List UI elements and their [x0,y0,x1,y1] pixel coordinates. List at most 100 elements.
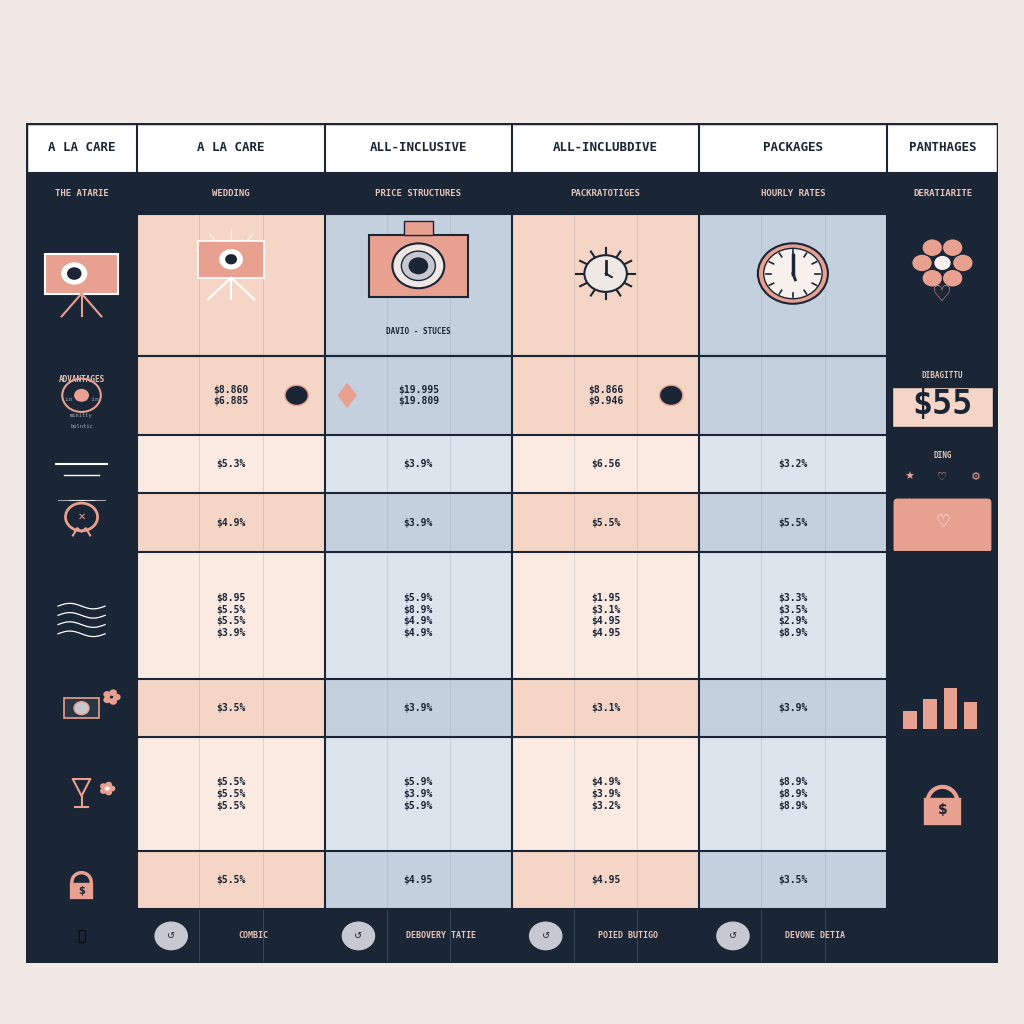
Circle shape [225,254,238,264]
Text: $3.1%: $3.1% [591,703,621,713]
Text: ↺: ↺ [167,931,175,941]
FancyBboxPatch shape [512,909,699,963]
FancyBboxPatch shape [325,173,512,214]
Text: $6.56: $6.56 [591,459,621,469]
FancyBboxPatch shape [699,435,887,494]
FancyBboxPatch shape [887,123,998,173]
Text: DEVONE DETIA: DEVONE DETIA [785,932,846,940]
Circle shape [218,249,244,270]
Text: minitty: minitty [71,413,93,418]
Text: DEBOVERY TATIE: DEBOVERY TATIE [406,932,476,940]
Circle shape [110,689,117,696]
FancyBboxPatch shape [512,435,699,494]
Circle shape [392,244,444,288]
FancyBboxPatch shape [887,851,998,909]
Text: ↺: ↺ [729,931,737,941]
FancyBboxPatch shape [137,909,325,963]
FancyBboxPatch shape [325,552,512,679]
Text: $8.95
$5.5%
$5.5%
$3.9%: $8.95 $5.5% $5.5% $3.9% [216,593,246,638]
FancyBboxPatch shape [699,355,887,435]
FancyBboxPatch shape [699,552,887,679]
Text: $5.3%: $5.3% [216,459,246,469]
Circle shape [934,256,950,270]
FancyBboxPatch shape [924,699,937,729]
Circle shape [952,254,973,271]
Circle shape [401,251,435,281]
Text: $3.5%: $3.5% [778,876,808,885]
Circle shape [285,385,308,406]
Text: bulntic: bulntic [71,425,93,429]
Text: $3.9%: $3.9% [778,703,808,713]
Text: ♡: ♡ [937,472,947,482]
FancyBboxPatch shape [137,123,325,173]
FancyBboxPatch shape [137,679,325,737]
FancyBboxPatch shape [325,214,512,355]
FancyBboxPatch shape [26,214,137,355]
Circle shape [103,696,111,703]
Circle shape [100,783,106,790]
Text: $19.995
$19.809: $19.995 $19.809 [397,385,439,407]
FancyBboxPatch shape [45,254,118,294]
Text: DAVIO - STUCES: DAVIO - STUCES [386,328,451,336]
FancyBboxPatch shape [137,737,325,851]
FancyBboxPatch shape [699,214,887,355]
FancyBboxPatch shape [512,494,699,552]
FancyBboxPatch shape [26,679,137,737]
FancyBboxPatch shape [512,214,699,355]
FancyBboxPatch shape [137,851,325,909]
FancyBboxPatch shape [887,435,998,494]
Circle shape [716,921,751,951]
Circle shape [110,698,117,705]
Text: $5.9%
$3.9%
$5.9%: $5.9% $3.9% $5.9% [403,777,433,811]
Text: $4.95: $4.95 [591,876,621,885]
FancyBboxPatch shape [887,173,998,214]
FancyBboxPatch shape [964,702,977,729]
FancyBboxPatch shape [26,123,137,173]
Circle shape [942,269,963,287]
FancyBboxPatch shape [325,909,512,963]
FancyBboxPatch shape [137,214,325,355]
FancyBboxPatch shape [512,851,699,909]
Circle shape [409,257,428,274]
FancyBboxPatch shape [512,123,699,173]
Circle shape [659,385,683,406]
Text: $3.5%: $3.5% [216,703,246,713]
Text: ★: ★ [904,472,913,482]
FancyBboxPatch shape [512,355,699,435]
Text: ALL-INCLUSIVE: ALL-INCLUSIVE [370,141,467,155]
FancyBboxPatch shape [325,737,512,851]
Circle shape [104,786,110,791]
FancyBboxPatch shape [893,498,992,553]
Circle shape [74,389,89,401]
Text: A LA CARE: A LA CARE [198,141,265,155]
Text: PRICE STRUCTURES: PRICE STRUCTURES [376,188,462,198]
Text: ⚙: ⚙ [971,472,981,482]
Circle shape [60,261,88,286]
FancyBboxPatch shape [887,737,998,851]
Text: $5.5%: $5.5% [216,876,246,885]
Text: $8.860
$6.885: $8.860 $6.885 [213,385,249,407]
FancyBboxPatch shape [512,173,699,214]
FancyBboxPatch shape [887,494,998,552]
Circle shape [67,267,82,280]
Text: $: $ [78,886,85,896]
FancyBboxPatch shape [699,173,887,214]
FancyBboxPatch shape [699,679,887,737]
FancyBboxPatch shape [137,355,325,435]
Text: DERATIARITE: DERATIARITE [913,188,972,198]
FancyBboxPatch shape [943,688,957,729]
Text: in out in: in out in [65,396,98,401]
Circle shape [100,788,106,794]
Circle shape [113,693,121,700]
FancyBboxPatch shape [699,737,887,851]
Text: PACKRATOTIGES: PACKRATOTIGES [570,188,641,198]
FancyBboxPatch shape [403,221,433,234]
FancyBboxPatch shape [137,173,325,214]
FancyBboxPatch shape [887,679,998,737]
FancyBboxPatch shape [26,355,137,435]
FancyBboxPatch shape [325,494,512,552]
Circle shape [922,269,942,287]
Text: PANTHAGES: PANTHAGES [908,141,976,155]
FancyBboxPatch shape [26,851,137,909]
FancyBboxPatch shape [512,679,699,737]
